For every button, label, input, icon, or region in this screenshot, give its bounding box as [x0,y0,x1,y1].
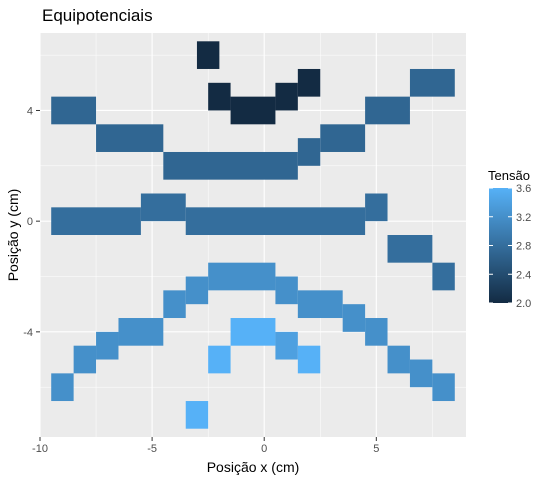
heatmap-tile [297,345,321,374]
legend-tick-label: 2.8 [516,241,531,253]
heatmap-tile [185,401,209,429]
color-legend: Tensão 2.0 2.4 2.8 3.2 3.6 [488,168,531,310]
heatmap-tile [96,124,164,152]
legend-tick-label: 2.0 [516,298,531,310]
x-axis-title: Posição x (cm) [207,459,300,475]
y-tick-label: 4 [27,105,33,117]
heatmap-tile [51,96,97,125]
heatmap-tile [387,345,410,374]
heatmap-tile [163,151,298,180]
x-axis: -10 -5 0 5 [32,437,379,455]
legend-tick-label: 3.2 [516,212,531,224]
heatmap-tile [196,41,220,69]
heatmap-tile [365,318,388,346]
heatmap-tile [409,359,433,388]
x-tick-label: -10 [32,443,48,455]
heatmap-tile [432,262,455,291]
chart-title: Equipotenciais [42,6,153,25]
legend-colorbar [489,188,512,303]
heatmap-tile [365,193,388,222]
heatmap-tile [163,290,186,319]
heatmap-tile [51,373,74,402]
heatmap-tile [297,138,321,166]
legend-title: Tensão [488,168,530,183]
heatmap-tiles [51,41,455,429]
heatmap-tile [365,96,410,125]
legend-tick-label: 2.4 [516,269,531,281]
heatmap-tile [230,96,276,125]
heatmap-tile [208,345,231,374]
heatmap-tile [275,82,298,111]
heatmap-tile [118,318,164,346]
y-tick-label: -4 [23,327,33,339]
heatmap-tile [185,276,209,305]
heatmap-tile [96,331,119,360]
heatmap-tile [275,276,298,305]
heatmap-tile [387,235,433,263]
heatmap-tile [275,331,298,360]
heatmap-tile [297,290,343,319]
heatmap-tile [230,318,276,346]
heatmap-tile [140,193,186,222]
heatmap-tile [432,373,455,402]
heatmap-tile [297,68,321,97]
heatmap-tile [51,207,141,235]
legend-tick-label: 3.6 [516,183,531,195]
heatmap-tile [320,124,366,152]
heatmap-tile [185,207,366,235]
y-axis-title: Posição y (cm) [5,189,21,282]
x-tick-label: 5 [373,443,379,455]
x-tick-label: -5 [147,443,157,455]
heatmap-tile [409,68,455,97]
heatmap-tile [73,345,97,374]
heatmap-tile [208,262,276,291]
y-tick-label: 0 [27,216,33,228]
y-axis: -4 0 4 [23,105,40,339]
x-tick-label: 0 [261,443,267,455]
heatmap-tile [342,304,366,332]
legend-ticks: 2.0 2.4 2.8 3.2 3.6 [489,183,531,310]
heatmap-tile [208,82,231,111]
